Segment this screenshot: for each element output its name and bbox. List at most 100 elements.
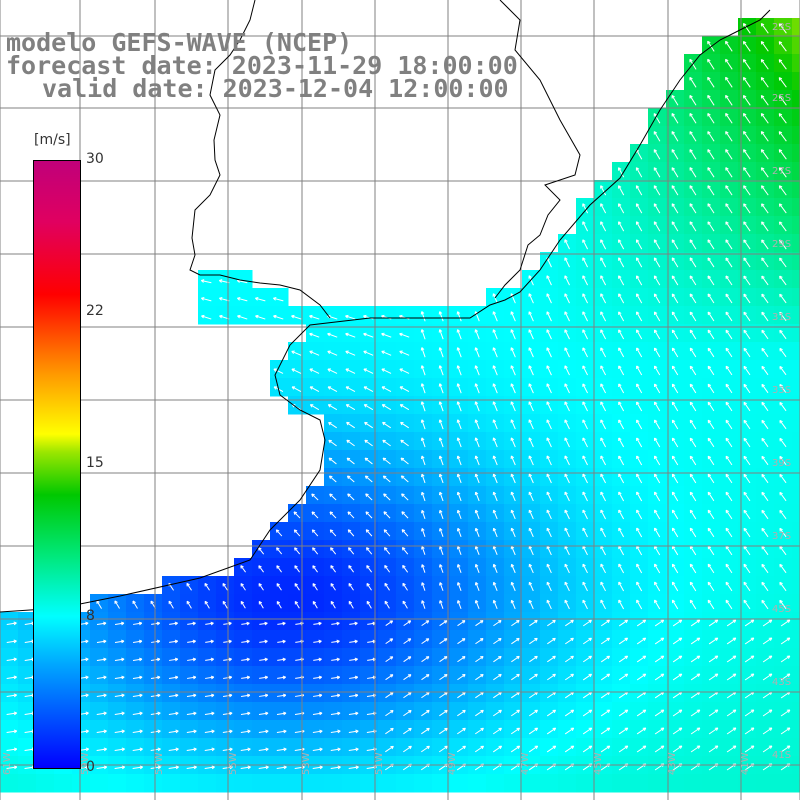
wind-arrow [114, 639, 125, 644]
wind-arrow [240, 583, 246, 591]
wind-arrow [689, 581, 697, 592]
wind-arrow [725, 203, 733, 214]
speed-cell [720, 504, 739, 523]
wind-arrow [381, 386, 392, 393]
wind-arrow [743, 275, 751, 286]
wind-arrow [310, 475, 319, 483]
wind-arrow [725, 329, 733, 340]
wind-arrow [309, 386, 320, 393]
speed-cell [144, 720, 163, 739]
speed-cell [666, 504, 685, 523]
wind-arrow [654, 709, 665, 717]
speed-cell [360, 522, 379, 541]
wind-arrow [761, 239, 769, 250]
speed-cell [756, 450, 775, 469]
speed-cell [396, 306, 415, 325]
speed-cell [756, 702, 775, 721]
speed-cell [756, 144, 775, 163]
speed-cell [378, 594, 397, 613]
wind-arrow [222, 583, 228, 591]
speed-cell [216, 774, 235, 793]
speed-cell [324, 630, 343, 649]
speed-cell [684, 342, 703, 361]
speed-cell [702, 72, 721, 91]
speed-cell [270, 702, 289, 721]
wind-arrow [582, 311, 589, 322]
wind-arrow [671, 293, 679, 304]
speed-cell [774, 486, 793, 505]
wind-arrow [510, 347, 516, 358]
wind-arrow [654, 581, 661, 592]
speed-cell [396, 324, 415, 343]
speed-cell [396, 648, 415, 667]
speed-cell [234, 720, 253, 739]
wind-arrow [600, 275, 607, 286]
wind-arrow [241, 621, 250, 626]
wind-arrow [582, 365, 588, 376]
speed-cell [792, 306, 800, 325]
wind-arrow [259, 639, 268, 644]
wind-arrow [760, 59, 769, 70]
speed-cell [774, 288, 793, 307]
wind-arrow [582, 275, 589, 286]
wind-arrow [420, 329, 426, 340]
speed-cell [360, 612, 379, 631]
speed-cell [666, 774, 685, 793]
speed-cell [396, 504, 415, 523]
wind-arrow [635, 203, 643, 214]
wind-arrow [492, 545, 498, 556]
speed-cell [684, 630, 703, 649]
speed-cell [774, 468, 793, 487]
colorbar [33, 160, 81, 769]
speed-cell [756, 18, 775, 37]
wind-arrow [600, 473, 607, 484]
speed-cell [216, 702, 235, 721]
wind-arrow [671, 527, 679, 538]
speed-cell [648, 396, 667, 415]
speed-cell [756, 648, 775, 667]
speed-cell [558, 540, 577, 559]
speed-cell [648, 360, 667, 379]
speed-cell [0, 630, 19, 649]
wind-arrow [618, 275, 625, 286]
wind-arrow [725, 401, 733, 412]
wind-arrow [761, 383, 769, 394]
wind-arrow [760, 77, 769, 88]
speed-cell [378, 486, 397, 505]
wind-arrow [6, 657, 17, 662]
speed-cell [648, 180, 667, 199]
speed-cell [18, 666, 37, 685]
wind-arrow [510, 599, 516, 610]
speed-cell [792, 414, 800, 433]
wind-arrow [779, 455, 787, 466]
wind-arrow [402, 564, 409, 573]
wind-arrow [421, 546, 426, 555]
wind-arrow [636, 365, 643, 376]
wind-arrow [779, 581, 787, 592]
speed-cell [576, 324, 595, 343]
wind-arrow [382, 457, 391, 465]
speed-cell [684, 162, 703, 181]
speed-cell [756, 54, 775, 73]
speed-cell [792, 72, 800, 91]
wind-arrow [689, 311, 697, 322]
speed-cell [198, 270, 217, 289]
wind-arrow [760, 149, 769, 160]
speed-cell [144, 702, 163, 721]
speed-cell [720, 468, 739, 487]
speed-cell [756, 306, 775, 325]
speed-cell [756, 720, 775, 739]
lon-label: 41W [740, 752, 751, 775]
wind-arrow [169, 621, 178, 626]
speed-cell [612, 702, 631, 721]
wind-arrow [385, 674, 394, 681]
speed-cell [198, 306, 217, 325]
speed-cell [720, 360, 739, 379]
wind-arrow [421, 638, 430, 645]
wind-arrow [582, 673, 593, 681]
speed-cell [702, 702, 721, 721]
speed-cell [774, 54, 793, 73]
wind-arrow [132, 657, 143, 662]
wind-arrow [546, 673, 556, 681]
wind-arrow [421, 582, 426, 591]
